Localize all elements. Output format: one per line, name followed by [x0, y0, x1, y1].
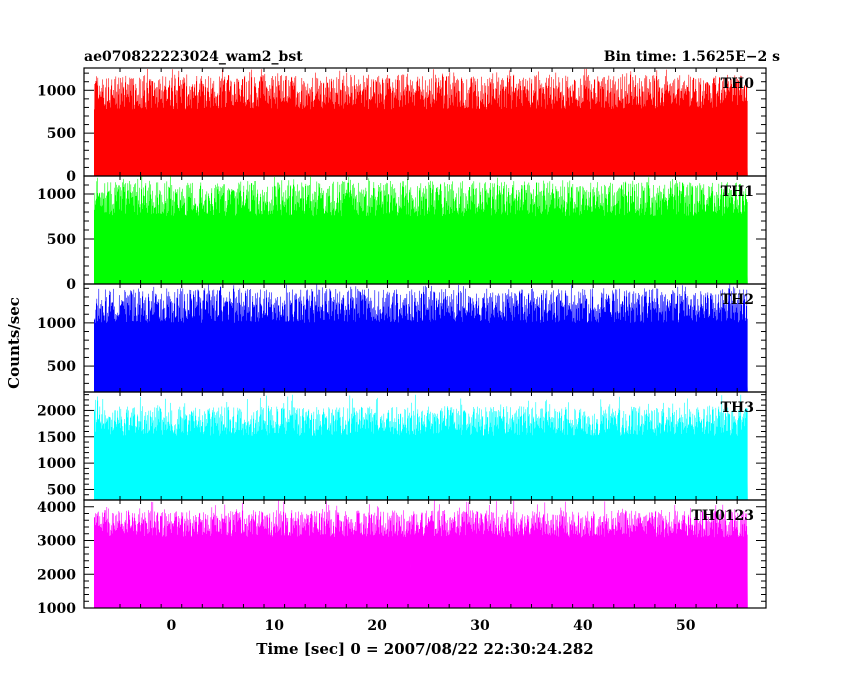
- y-tick-label: 1000: [37, 456, 76, 472]
- x-tick-label: 20: [367, 618, 387, 634]
- header-right-title: Bin time: 1.5625E−2 s: [604, 49, 780, 65]
- x-tick-label: 10: [265, 618, 285, 634]
- y-tick-label: 0: [66, 277, 76, 293]
- y-tick-label: 1000: [37, 601, 76, 617]
- y-tick-label: 1500: [37, 430, 76, 446]
- y-tick-label: 0: [66, 169, 76, 185]
- panel-th1: 0 500 1000 TH1: [37, 175, 767, 293]
- series-trace-th0: [94, 68, 748, 177]
- channel-label-th1: TH1: [721, 184, 754, 200]
- x-tick-label: 40: [573, 618, 593, 634]
- y-tick-label: 500: [47, 126, 76, 142]
- channel-label-th0123: TH0123: [691, 508, 754, 524]
- y-tick-label: 3000: [37, 534, 76, 550]
- panel-th2: 500 1000 TH2: [37, 283, 767, 393]
- y-tick-label: 2000: [37, 567, 76, 583]
- panel-th0: 0 500 1000 TH0: [37, 67, 767, 185]
- x-axis-ticks: 0 10 20 30 40 50: [167, 618, 696, 634]
- x-tick-label: 0: [167, 618, 177, 634]
- header-left-title: ae070822223024_wam2_bst: [84, 49, 303, 65]
- series-trace-th1: [94, 176, 748, 285]
- x-tick-label: 50: [676, 618, 696, 634]
- series-trace-th3: [94, 394, 748, 501]
- y-tick-label: 2000: [37, 403, 76, 419]
- y-axis-title: Counts/sec: [5, 297, 23, 389]
- channel-label-th2: TH2: [721, 292, 754, 308]
- y-tick-label: 1000: [37, 83, 76, 99]
- x-axis-title: Time [sec] 0 = 2007/08/22 22:30:24.282: [256, 640, 593, 658]
- y-tick-label: 4000: [37, 500, 76, 516]
- series-trace-th0123: [94, 500, 748, 609]
- channel-label-th0: TH0: [721, 76, 755, 92]
- panel-th3: 500 1000 1500 2000 TH3: [37, 391, 767, 501]
- series-trace-th2: [94, 284, 748, 393]
- y-tick-label: 500: [47, 482, 76, 498]
- channel-label-th3: TH3: [721, 400, 754, 416]
- y-tick-label: 1000: [37, 187, 76, 203]
- y-tick-label: 500: [47, 232, 76, 248]
- y-tick-label: 500: [47, 359, 76, 375]
- x-tick-label: 30: [470, 618, 490, 634]
- panel-th0123: 1000 2000 3000 4000 TH0123: [37, 499, 767, 617]
- y-tick-label: 1000: [37, 316, 76, 332]
